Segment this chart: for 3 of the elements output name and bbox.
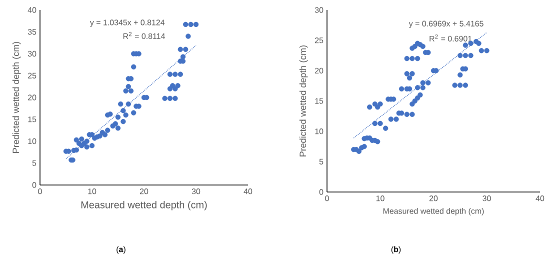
x-axis-title: Measured wetted depth (cm)	[81, 201, 207, 210]
y-axis-title: Predicted wetted depth (cm)	[12, 42, 21, 153]
y-axis-title: Predicted wetted depth (cm)	[299, 46, 308, 156]
